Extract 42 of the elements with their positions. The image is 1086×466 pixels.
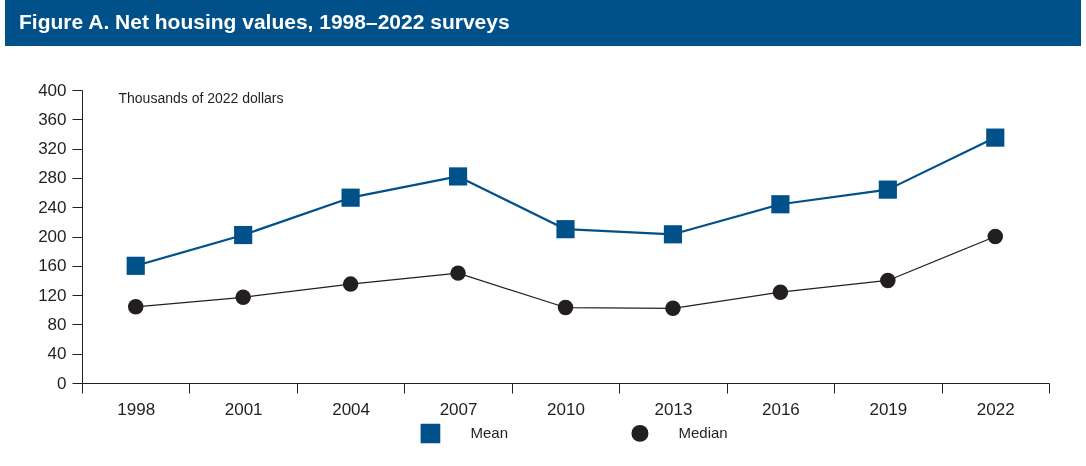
point	[448, 167, 468, 186]
y-tick-label: 200	[38, 227, 67, 246]
point	[127, 299, 144, 315]
y-tick-label: 400	[38, 80, 67, 100]
y-tick-label: 320	[38, 139, 67, 159]
y-axis-title: Thousands of 2022 dollars	[118, 89, 284, 106]
x-tick-label: 2022	[976, 399, 1015, 419]
point	[235, 289, 251, 306]
x-tick-label: 2004	[332, 399, 371, 419]
chart-title: Figure A. Net housing values, 1998–2022 surveys	[19, 10, 510, 33]
point	[557, 299, 574, 316]
x-tick-label: 2007	[439, 399, 478, 419]
point	[556, 220, 575, 239]
y-tick-label: 280	[38, 168, 67, 188]
y-tick-label: 360	[38, 109, 67, 129]
legend-label: Median	[678, 424, 728, 442]
point	[878, 180, 897, 199]
x-tick-label: 2016	[761, 399, 800, 419]
x-tick-label: 2013	[654, 399, 693, 419]
point	[342, 276, 359, 292]
y-tick-label: 240	[38, 197, 67, 217]
y-tick-label: 40	[47, 344, 67, 364]
point	[771, 195, 790, 214]
point	[341, 188, 360, 207]
point	[663, 225, 683, 244]
y-tick-label: 80	[47, 314, 67, 334]
y-tick-label: 120	[38, 285, 67, 305]
point	[987, 228, 1004, 245]
y-tick-label: 160	[38, 256, 67, 276]
legend-label: Mean	[470, 424, 508, 442]
x-tick-label: 2001	[224, 399, 263, 419]
point	[772, 284, 789, 300]
y-tick-label: 0	[57, 373, 67, 393]
point	[665, 300, 681, 317]
point	[880, 272, 896, 289]
point	[126, 256, 145, 275]
x-tick-label: 2019	[869, 399, 908, 419]
point	[450, 265, 466, 281]
point	[234, 225, 253, 245]
x-tick-label: 1998	[117, 399, 156, 419]
point	[986, 128, 1005, 147]
x-tick-label: 2010	[547, 399, 585, 419]
